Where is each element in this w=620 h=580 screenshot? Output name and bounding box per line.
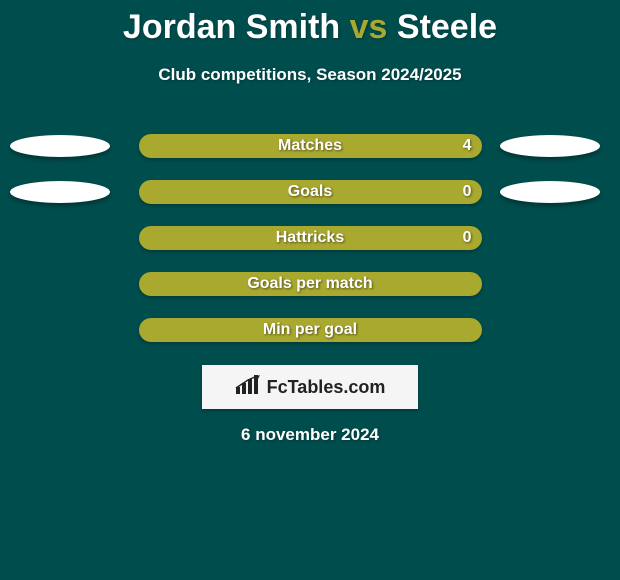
stat-value: 0 <box>463 183 472 201</box>
logo-text: FcTables.com <box>267 377 386 398</box>
stat-bar: Hattricks 0 <box>139 226 482 250</box>
stat-row-min-per-goal: Min per goal <box>0 307 620 353</box>
stat-bar: Goals per match <box>139 272 482 296</box>
stat-label: Min per goal <box>263 321 357 339</box>
vs-separator: vs <box>350 8 388 46</box>
date-line: 6 november 2024 <box>0 425 620 445</box>
player2-name: Steele <box>397 8 497 46</box>
subtitle: Club competitions, Season 2024/2025 <box>0 65 620 85</box>
stat-row-goals-per-match: Goals per match <box>0 261 620 307</box>
logo-box: FcTables.com <box>202 365 418 409</box>
stat-row-matches: Matches 4 <box>0 123 620 169</box>
ellipse-right <box>500 181 600 203</box>
stat-value: 4 <box>463 137 472 155</box>
stat-value: 0 <box>463 229 472 247</box>
stat-row-hattricks: Hattricks 0 <box>0 215 620 261</box>
ellipse-left <box>10 135 110 157</box>
bar-chart-icon <box>235 375 261 400</box>
stat-bar: Min per goal <box>139 318 482 342</box>
page-title: Jordan Smith vs Steele <box>0 0 620 47</box>
ellipse-left <box>10 181 110 203</box>
player1-name: Jordan Smith <box>123 8 340 46</box>
stat-label: Hattricks <box>276 229 344 247</box>
stat-bar: Goals 0 <box>139 180 482 204</box>
stat-label: Goals per match <box>247 275 372 293</box>
stat-label: Matches <box>278 137 342 155</box>
stat-label: Goals <box>288 183 332 201</box>
ellipse-right <box>500 135 600 157</box>
stat-bar: Matches 4 <box>139 134 482 158</box>
stat-row-goals: Goals 0 <box>0 169 620 215</box>
stat-rows: Matches 4 Goals 0 Hattricks 0 Goals per … <box>0 123 620 353</box>
